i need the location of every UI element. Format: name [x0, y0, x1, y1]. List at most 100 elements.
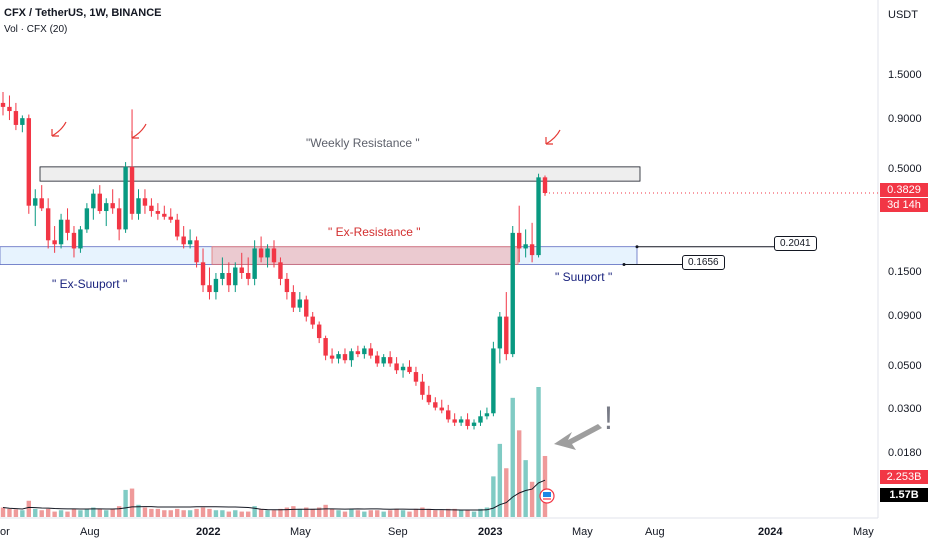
volume-bar: [278, 508, 283, 517]
volume-bar: [220, 510, 225, 517]
volume-bar: [304, 507, 309, 517]
volume-bar: [52, 511, 57, 517]
price-tick-label: 0.1500: [888, 266, 922, 278]
level-anchor-lower: [622, 263, 626, 267]
volume-bar: [329, 508, 335, 517]
candle-body: [465, 419, 470, 426]
volume-bar: [381, 511, 386, 517]
time-tick-label: Sep: [388, 526, 408, 538]
candle-body: [65, 219, 70, 233]
candle-body: [407, 366, 412, 373]
candle-body: [420, 381, 425, 395]
candle-body: [71, 232, 77, 249]
flag-canton: [543, 492, 551, 497]
candle-body: [129, 166, 135, 214]
candle-body: [329, 355, 335, 359]
candle-body: [226, 273, 232, 286]
ex-support-label: " Ex-Suuport ": [52, 277, 128, 291]
volume-bar: [233, 510, 238, 517]
volume-bar: [245, 511, 251, 517]
volume-bar: [155, 508, 161, 517]
candle-body: [200, 262, 206, 286]
time-tick-label: 2024: [758, 526, 783, 538]
candle-body: [168, 216, 173, 220]
red-arrow-icon: [51, 121, 67, 137]
volume-bar: [471, 511, 477, 517]
symbol-title: CFX / TetherUS, 1W, BINANCE: [4, 7, 162, 19]
volume-bar: [452, 508, 457, 517]
volume-bar: [65, 511, 70, 517]
candle-body: [297, 299, 303, 308]
candle-body: [33, 198, 38, 206]
volume-indicator-legend: Vol · CFX (20): [4, 24, 68, 35]
volume-bar: [433, 510, 438, 517]
candle-body: [452, 419, 457, 423]
price-tick-label: 0.5000: [888, 163, 922, 176]
candle-body: [116, 208, 122, 230]
candle-body: [458, 419, 464, 423]
volume-bar: [116, 506, 122, 517]
candle-body: [375, 355, 380, 364]
volume-bar: [342, 511, 348, 517]
price-level-lower[interactable]: 0.1656: [682, 255, 725, 270]
volume-bar: [542, 455, 548, 517]
candle-body: [342, 354, 348, 361]
candle-body: [323, 338, 328, 356]
volume-bar: [510, 397, 515, 517]
candle-body: [491, 348, 496, 414]
volume-bar: [484, 507, 490, 517]
volume-bar: [355, 510, 361, 517]
candle-body: [336, 354, 341, 359]
volume-bar: [497, 443, 503, 517]
candle-body: [45, 208, 51, 241]
weekly-resistance-label: "Weekly Resistance ": [306, 136, 420, 150]
pointer-arrow-icon: [554, 424, 602, 450]
volume-bar: [162, 510, 167, 517]
volume-bar: [407, 511, 412, 517]
volume-bar: [181, 510, 186, 517]
volume-bar: [168, 510, 173, 517]
candle-body: [58, 219, 64, 245]
volume-bar: [516, 430, 522, 517]
price-level-upper[interactable]: 0.2041: [774, 236, 817, 251]
volume-ma-line: [2, 479, 546, 511]
candle-body: [265, 248, 270, 258]
candle-body: [446, 410, 451, 420]
time-tick-label: 2022: [196, 526, 221, 538]
candle-body: [400, 366, 406, 371]
volume-bar: [446, 508, 451, 517]
candle-body: [316, 324, 322, 339]
candle-body: [78, 229, 83, 249]
volume-bar: [297, 508, 303, 517]
price-axis-unit: USDT: [888, 9, 918, 21]
candle-body: [284, 278, 290, 293]
volume-value-tag: 2.253B: [880, 470, 928, 484]
candle-body: [439, 407, 444, 411]
candle-body: [426, 394, 432, 403]
time-tick-label: May: [853, 526, 874, 538]
candle-body: [213, 278, 219, 293]
price-tick-label: 0.9000: [888, 113, 922, 126]
candle-body: [0, 102, 6, 107]
volume-bar: [284, 507, 290, 517]
volume-bar: [136, 504, 141, 517]
candle-body: [155, 211, 161, 214]
volume-bar: [336, 510, 341, 517]
support-label: " Suuport ": [555, 270, 613, 284]
volume-bar: [362, 511, 367, 517]
price-tick-label: 0.0900: [888, 309, 922, 322]
candle-body: [542, 177, 548, 193]
candle-body: [516, 232, 522, 249]
volume-bar: [97, 508, 102, 517]
volume-bar: [439, 510, 444, 517]
candle-body: [252, 248, 257, 279]
exclamation-mark: !: [604, 400, 613, 436]
volume-bar: [478, 508, 483, 517]
volume-bar: [529, 481, 535, 517]
volume-bar: [71, 508, 77, 517]
candle-body: [381, 357, 386, 364]
candle-body: [504, 316, 509, 355]
time-tick-label: May: [572, 526, 593, 538]
volume-bar: [413, 508, 419, 517]
